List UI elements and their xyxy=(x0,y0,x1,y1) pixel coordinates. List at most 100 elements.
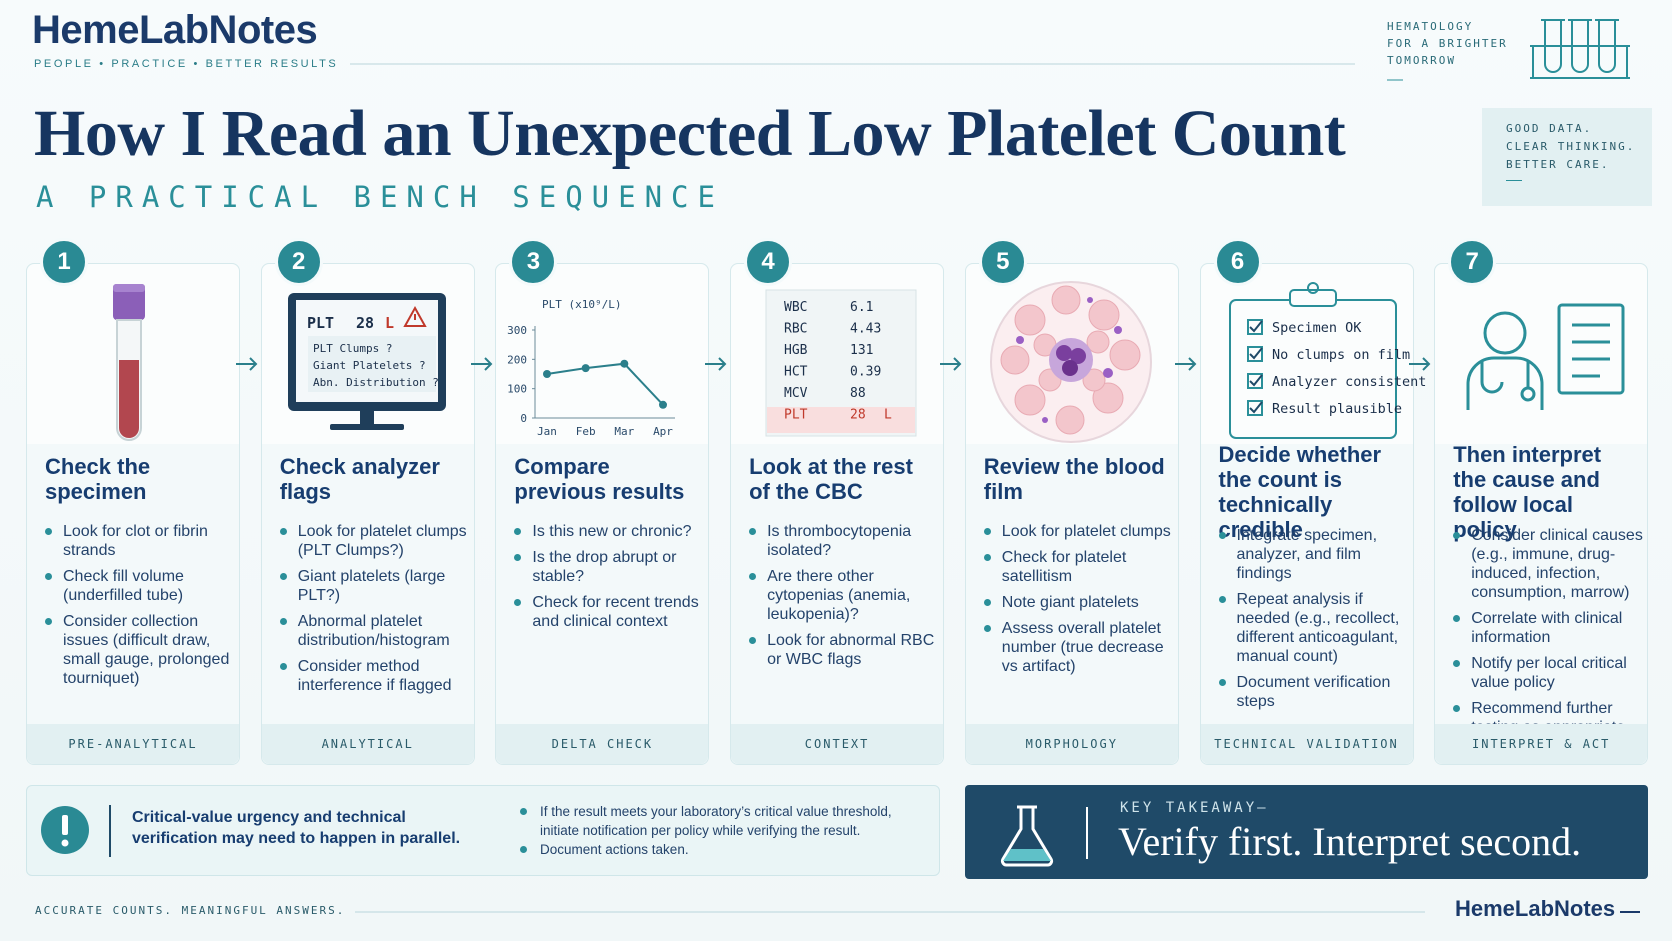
cbc-table: WBC 6.1 RBC 4.43 HGB 131 HCT 0.39 MCV 88 PLT 28 L xyxy=(784,300,892,423)
step-tag: PRE-ANALYTICAL xyxy=(27,724,239,764)
step-bullet: Are there other cytopenias (anemia, leuk… xyxy=(749,567,941,624)
step-bullets: Look for clot or fibrin strands Check fil… xyxy=(45,522,237,695)
step-arrows xyxy=(236,357,1431,371)
x-tick-label: Jan xyxy=(537,425,557,438)
x-tick-label: Mar xyxy=(614,425,634,438)
takeaway-label: KEY TAKEAWAY— xyxy=(1120,800,1269,816)
checkbox xyxy=(1247,400,1263,416)
motto: HEMATOLOGY FOR A BRIGHTER TOMORROW xyxy=(1387,18,1508,69)
trend-point xyxy=(620,359,629,368)
step-tag: INTERPRET & ACT xyxy=(1435,724,1648,764)
blood-film xyxy=(990,281,1152,443)
cbc-value: 0.39 xyxy=(850,365,881,380)
clinician-icon xyxy=(1466,303,1625,410)
screen-message: PLT Clumps ? xyxy=(313,342,392,355)
step-bullet: Look for platelet clumps xyxy=(983,522,1176,541)
subtitle: A PRACTICAL BENCH SEQUENCE xyxy=(36,180,724,214)
step-number: 7 xyxy=(1448,238,1497,286)
alert-box xyxy=(26,785,940,876)
checkmark xyxy=(1249,320,1263,333)
checkbox xyxy=(1247,346,1263,362)
step-heading: Compare previous results xyxy=(514,454,685,504)
checklist: Specimen OK No clumps on film Analyzer con… xyxy=(1247,319,1426,417)
checkbox xyxy=(1247,373,1263,389)
step-card: Then interpret the cause and follow loca… xyxy=(1434,263,1649,765)
step-bullet: Check fill volume (underfilled tube) xyxy=(45,567,237,605)
step-bullet: Consider collection issues (difficult dr… xyxy=(45,612,237,688)
title: How I Read an Unexpected Low Platelet Co… xyxy=(34,97,1346,170)
step-heading: Review the blood film xyxy=(983,454,1165,504)
step-bullet: Integrate specimen, analyzer, and film f… xyxy=(1218,526,1411,583)
checkmark xyxy=(1249,401,1263,414)
step-bullet: Is thrombocytopenia isolated? xyxy=(749,522,941,560)
callout: GOOD DATA. CLEAR THINKING. BETTER CARE. xyxy=(1482,108,1652,206)
step-bullet: Look for clot or fibrin strands xyxy=(45,522,237,560)
step-number: 2 xyxy=(274,238,323,286)
step-tag: CONTEXT xyxy=(731,724,944,764)
step-bullets: Is this new or chronic? Is the drop abrup… xyxy=(514,522,706,638)
tagline: PEOPLE • PRACTICE • BETTER RESULTS xyxy=(34,58,339,70)
flask-icon xyxy=(1000,805,1088,867)
cbc-label: HCT xyxy=(784,365,808,380)
illustration-area xyxy=(496,264,709,444)
checklist-item: Specimen OK xyxy=(1272,320,1362,336)
tubes-icon xyxy=(1530,19,1630,79)
trend-chart: PLT (x10⁹/L) 0 100 200 300 Jan Feb Mar Apr xyxy=(507,298,675,438)
step-bullet: Check for platelet satellitism xyxy=(983,548,1176,586)
callout-line: CLEAR THINKING. xyxy=(1506,140,1636,153)
screen-message: Giant Platelets ? xyxy=(313,359,426,372)
alert-bullet: If the result meets your laboratory’s cr… xyxy=(520,802,930,840)
step-heading: Decide whether the count is technically … xyxy=(1218,442,1382,542)
motto-line: HEMATOLOGY xyxy=(1387,20,1474,33)
cbc-label: WBC xyxy=(784,300,807,315)
step-bullet: Consider clinical causes (e.g., immune, … xyxy=(1453,526,1645,602)
step-bullet: Consider method interference if flagged xyxy=(279,657,472,695)
footer-tagline: ACCURATE COUNTS. MEANINGFUL ANSWERS. xyxy=(35,904,346,917)
cbc-value: 131 xyxy=(850,343,873,358)
step-bullet: Look for abnormal RBC or WBC flags xyxy=(749,631,941,669)
step-tag: TECHNICAL VALIDATION xyxy=(1200,724,1413,764)
trend-point xyxy=(659,400,667,409)
checkbox xyxy=(1247,319,1263,335)
takeaway-box xyxy=(965,785,1648,879)
step-number: 4 xyxy=(744,238,793,286)
step-bullets: Look for platelet clumps (PLT Clumps?) Gi… xyxy=(279,522,472,702)
callout-line: GOOD DATA. xyxy=(1506,122,1593,135)
trend-point xyxy=(543,370,551,378)
motto-line: TOMORROW xyxy=(1387,54,1456,67)
clipboard xyxy=(1229,282,1397,439)
x-tick-label: Feb xyxy=(576,425,596,438)
step-tag: MORPHOLOGY xyxy=(965,724,1178,764)
step-number: 6 xyxy=(1213,238,1262,286)
step-bullet: Repeat analysis if needed (e.g., recolle… xyxy=(1218,590,1411,666)
step-bullet: Giant platelets (large PLT?) xyxy=(279,567,472,605)
step-number: 1 xyxy=(40,238,88,286)
cbc-highlight xyxy=(767,407,915,433)
y-tick-label: 100 xyxy=(507,383,527,396)
cbc-value: 4.43 xyxy=(850,322,881,337)
step-bullet: Is the drop abrupt or stable? xyxy=(514,548,706,586)
cbc-value: L xyxy=(884,408,892,423)
checklist-item: No clumps on film xyxy=(1272,347,1410,363)
checklist-item: Analyzer consistent xyxy=(1272,374,1426,390)
step-bullet: Note giant platelets xyxy=(983,593,1176,612)
step-bullet: Notify per local critical value policy xyxy=(1453,654,1645,692)
footer-rules xyxy=(355,911,1640,913)
step-heading: Check the specimen xyxy=(45,454,151,504)
step-tag: ANALYTICAL xyxy=(261,724,474,764)
brand: HemeLabNotes xyxy=(32,8,318,52)
checklist-item: Result plausible xyxy=(1272,401,1402,417)
takeaway-text: Verify first. Interpret second. xyxy=(1118,819,1582,864)
step-bullet: Assess overall platelet number (true dec… xyxy=(983,619,1176,676)
trend-line xyxy=(546,362,664,406)
screen-label: PLT xyxy=(307,314,334,332)
step-bullets: Integrate specimen, analyzer, and film f… xyxy=(1218,526,1411,718)
step-card: Compare previous results Is this new or c… xyxy=(495,263,710,765)
step-bullets: Is thrombocytopenia isolated? Are there o… xyxy=(749,522,941,676)
step-number: 3 xyxy=(509,238,558,286)
step-bullets: Look for platelet clumps Check for platel… xyxy=(983,522,1176,683)
cbc-label: MCV xyxy=(784,386,808,401)
screen-value: 28 xyxy=(356,314,374,332)
